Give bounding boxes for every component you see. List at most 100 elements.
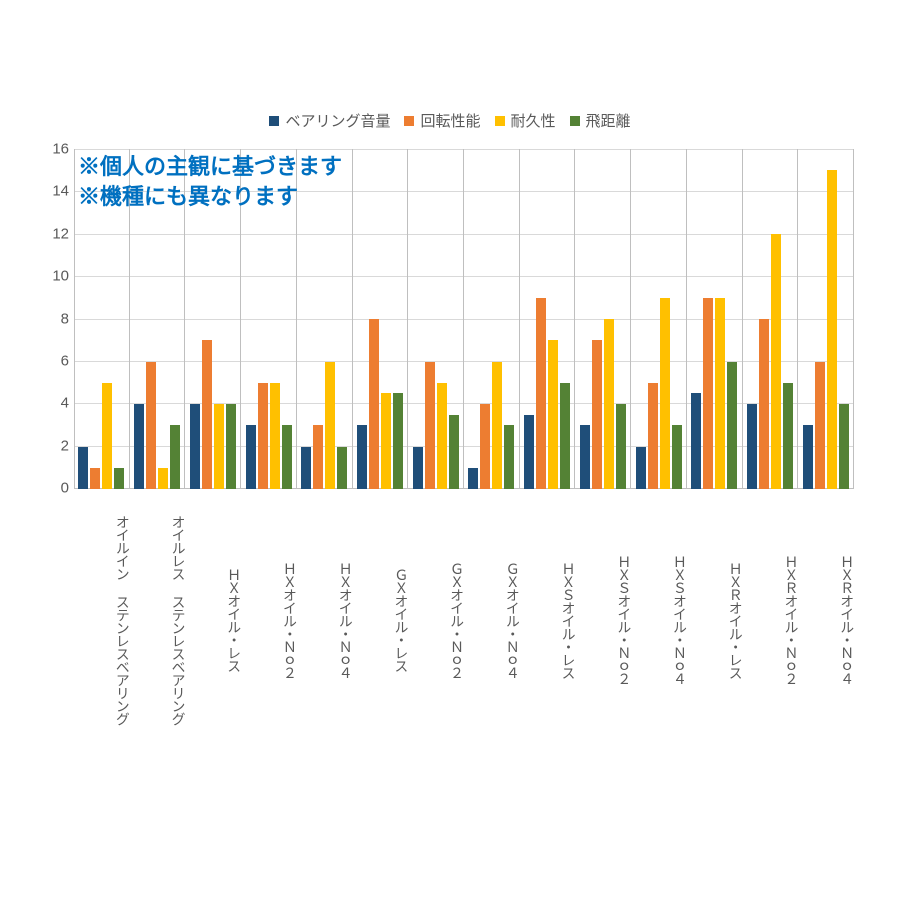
x-tick-label: ＨＸＳオイル・Ｎｏ２ [575,489,631,745]
bar [592,340,602,489]
bar [616,404,626,489]
category-slot [687,149,743,489]
y-tick-label: 8 [61,310,75,327]
bar [548,340,558,489]
bar [604,319,614,489]
bar-group [524,149,570,489]
bar [783,383,793,489]
bar [839,404,849,489]
bar [803,425,813,489]
bar [636,447,646,490]
bar [660,298,670,489]
bar [102,383,112,489]
bar-group [357,149,403,489]
y-tick-label: 12 [52,225,75,242]
y-tick-label: 4 [61,395,75,412]
bar [214,404,224,489]
x-tick-label: ＧＸオイル・Ｎｏ４ [464,489,520,745]
category-slot [353,149,409,489]
y-tick-label: 6 [61,352,75,369]
bar [560,383,570,489]
y-tick-label: 16 [52,141,75,158]
bar [170,425,180,489]
bar [325,362,335,490]
x-tick-label: ＨＸオイル・Ｎｏ２ [241,489,297,745]
bar [226,404,236,489]
bar-group [134,149,180,489]
legend-label: 耐久性 [511,110,556,131]
x-tick-label: ＨＸＳオイル・レス [520,489,576,745]
bar-group [580,149,626,489]
x-tick-label: ＧＸオイル・Ｎｏ２ [408,489,464,745]
bar [357,425,367,489]
category-slot [464,149,520,489]
category-slot [185,149,241,489]
y-tick-label: 2 [61,437,75,454]
legend-swatch [495,116,505,126]
bar [727,362,737,490]
bar [393,393,403,489]
bar [536,298,546,489]
bar-group [301,149,347,489]
bar [827,170,837,489]
bar [381,393,391,489]
bar [480,404,490,489]
x-tick-label: ＧＸオイル・レス [353,489,409,745]
bar [301,447,311,490]
bar [425,362,435,490]
legend-swatch [269,116,279,126]
category-slot [631,149,687,489]
bar [580,425,590,489]
bar [413,447,423,490]
bar [369,319,379,489]
bar [202,340,212,489]
x-tick-label: ＨＸＲオイル・Ｎｏ４ [798,489,854,745]
bar [258,383,268,489]
legend-swatch [404,116,414,126]
bar [90,468,100,489]
bar-group [190,149,236,489]
bar-group [636,149,682,489]
bar [246,425,256,489]
bar [190,404,200,489]
x-tick-label: オイルイン ステンレスベアリング [74,489,130,745]
bar [313,425,323,489]
bar [337,447,347,490]
category-slot [743,149,799,489]
bar [504,425,514,489]
bar [114,468,124,489]
category-slot [575,149,631,489]
bar [270,383,280,489]
bar [468,468,478,489]
bar-group [468,149,514,489]
bar [78,447,88,490]
bar [449,415,459,489]
bar [672,425,682,489]
bar-group [747,149,793,489]
category-slot [297,149,353,489]
bar [648,383,658,489]
category-slot [241,149,297,489]
category-slot [520,149,576,489]
legend-item: 耐久性 [495,110,556,131]
bar [158,468,168,489]
bar [134,404,144,489]
y-tick-label: 0 [61,480,75,497]
x-tick-label: ＨＸＳオイル・Ｎｏ４ [631,489,687,745]
bar [492,362,502,490]
legend-label: 回転性能 [420,110,480,131]
category-slot [798,149,854,489]
bar [759,319,769,489]
category-slot [74,149,130,489]
category-slot [408,149,464,489]
bar-group [803,149,849,489]
y-tick-label: 10 [52,268,75,285]
bar [815,362,825,490]
bar-group [246,149,292,489]
legend-label: ベアリング音量 [285,110,390,131]
bearing-comparison-chart: ベアリング音量回転性能耐久性飛距離 0246810121416 ※個人の主観に基… [40,110,860,745]
x-tick-label: ＨＸＲオイル・Ｎｏ２ [743,489,799,745]
chart-legend: ベアリング音量回転性能耐久性飛距離 [40,110,860,131]
bar [703,298,713,489]
bar [437,383,447,489]
